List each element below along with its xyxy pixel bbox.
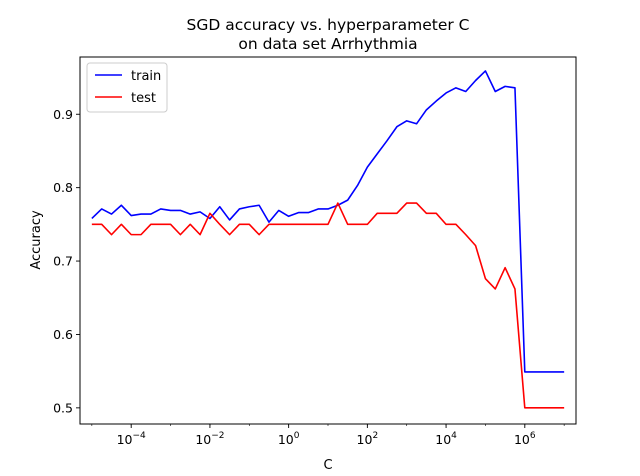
- y-axis-label: Accuracy: [29, 210, 44, 270]
- y-tick-label: 0.6: [53, 327, 73, 342]
- legend-label-test: test: [131, 91, 156, 106]
- x-axis-label: C: [323, 458, 332, 473]
- legend-label-train: train: [131, 69, 161, 84]
- y-tick-label: 0.7: [53, 254, 73, 269]
- x-tick-label: 100: [278, 431, 300, 447]
- y-tick-label: 0.5: [53, 400, 73, 415]
- y-tick-label: 0.8: [53, 180, 73, 195]
- chart-title-line-2: on data set Arrhythmia: [238, 35, 417, 53]
- chart-title-line-1: SGD accuracy vs. hyperparameter C: [187, 16, 470, 34]
- axis-ticks: 10−4 10−2 100 102 104 106 0.5 0.6 0.7 0.8 0.9: [53, 107, 565, 447]
- x-tick-label: 104: [435, 431, 457, 447]
- series-layer: [91, 70, 565, 409]
- x-tick-label: 106: [514, 431, 536, 447]
- x-tick-label: 102: [357, 431, 379, 447]
- y-tick-label: 0.9: [53, 107, 73, 122]
- series-line-test: [91, 202, 565, 409]
- x-tick-label: 10−2: [195, 431, 224, 447]
- series-line-train: [91, 70, 565, 373]
- plot-frame: [79, 56, 577, 425]
- x-tick-label: 10−4: [117, 431, 146, 447]
- legend: train test: [86, 62, 168, 113]
